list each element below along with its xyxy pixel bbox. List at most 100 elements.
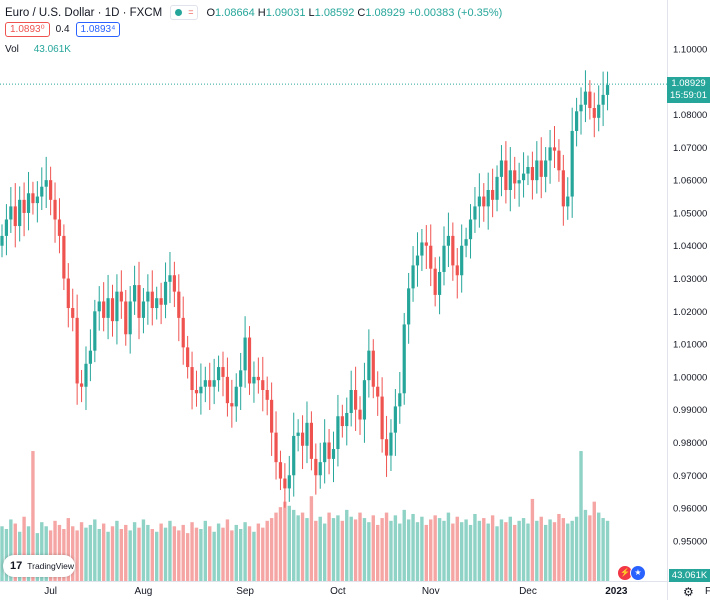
candle-body [367,350,371,381]
volume-bar [561,518,566,581]
volume-bar [331,518,336,581]
volume-bar [389,520,393,581]
x-tick-label: Aug [135,586,153,597]
candle-body [482,196,486,207]
volume-bar [221,527,225,581]
candle-body [557,150,561,171]
ohlc-value: 1.08929 [365,6,406,19]
volume-bar [495,526,499,581]
ohlc-value: +0.00383 (+0.35%) [408,6,503,19]
volume-bar [605,520,610,581]
volume-bar [318,516,322,581]
volume-bar [539,516,543,581]
volume-bar [367,522,371,581]
candle-body [327,442,331,459]
current-price: 1.08929 [671,78,706,90]
candle-body [548,147,552,161]
candle-body [376,386,380,397]
volume-bar [508,516,512,581]
ohlc-values: O1.08664 H1.09031 L1.08592 C1.08929 +0.00383… [206,7,505,19]
candle-body [256,376,260,381]
x-tick-label: Feb [705,586,710,597]
candle-body [203,380,207,387]
volume-bar [159,523,163,581]
volume-bar [371,515,375,581]
candle-body [362,380,367,420]
event-icons: ⚡ ★ [617,565,646,581]
volume-bar [172,526,177,581]
volume-bar [146,524,150,581]
volume-bar [296,515,300,581]
volume-bar [57,524,62,581]
candle-body [0,235,4,246]
candle-body [115,291,119,322]
candle-body [234,386,238,407]
volume-bar [75,530,79,581]
volume-bar [424,524,429,581]
candle-body [561,170,565,207]
volume-bar [216,523,221,581]
candle-body [137,285,141,318]
volume-bar [402,509,406,581]
candle-body [13,206,17,227]
volume-bar [177,530,181,581]
candle-body [57,219,62,236]
candle-body [26,193,31,213]
symbol-title[interactable]: Euro / U.S. Dollar · 1D · FXCM [5,6,163,19]
volume-bar [517,520,521,581]
buy-button[interactable]: 1.0893⁴ [75,22,121,37]
volume-bar [203,520,208,581]
volume-bar [66,518,70,581]
volume-bar [119,529,124,581]
candle-body [88,350,92,364]
candle-body [473,206,477,220]
volume-bar [314,520,318,581]
volume-legend: Vol 43.061K [5,44,71,55]
candle-body [389,432,393,456]
market-open-icon [175,9,183,16]
candle-body [433,268,437,295]
us-flag-icon[interactable]: ★ [630,565,646,581]
candle-body [292,435,296,476]
candle-body [517,180,521,184]
candle-body [49,180,53,200]
volume-bar [300,512,305,581]
volume-bar [256,523,261,581]
candle-body [190,367,194,391]
candle-body [499,160,504,177]
lightning-event-icon[interactable]: ⚡ [617,565,633,581]
volume-bar [243,522,247,581]
tradingview-logo[interactable]: 17 TradingView [3,555,75,577]
candle-body [592,108,596,118]
candle-body [150,291,154,309]
volume-bar [588,515,592,581]
candle-body [583,91,588,105]
candle-body [66,278,70,309]
candle-body [216,367,221,381]
candle-body [221,367,225,377]
volume-bar [283,501,287,581]
market-status-badge[interactable]: = [170,5,199,20]
sell-button[interactable]: 1.0893⁰ [5,22,50,37]
candle-body [424,242,428,246]
candle-body [62,235,66,279]
volume-bar [124,524,128,581]
candle-body [407,288,411,325]
volume-bar [181,524,185,581]
candle-body [318,462,322,476]
volume-bar [292,509,296,581]
volume-bar [40,522,44,581]
volume-bar [398,523,402,581]
volume-bar [349,516,353,581]
volume-bar [44,526,48,581]
volume-bar [132,522,137,581]
volume-bar [597,512,601,581]
volume-bar [305,518,309,581]
candle-body [9,206,13,220]
candle-body [110,298,115,322]
candle-body [323,442,327,463]
candle-body [566,196,570,207]
gear-icon[interactable]: ⚙ [683,585,694,599]
volume-bar [521,518,526,581]
